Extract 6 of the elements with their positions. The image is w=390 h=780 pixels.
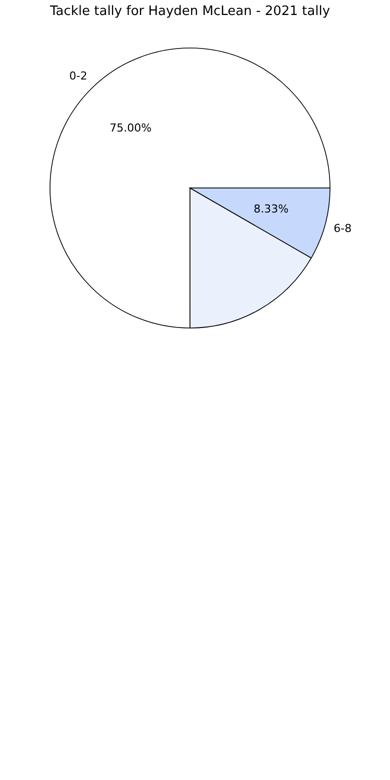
chart-title: Tackle tally for Hayden McLean - 2021 tally [48,4,330,19]
pie-slice [50,48,330,328]
slice-label: 0-2 [69,69,88,82]
slice-label: 6-8 [334,222,352,235]
data-label: 75.00% [110,122,152,135]
data-label: 8.33% [254,202,289,216]
